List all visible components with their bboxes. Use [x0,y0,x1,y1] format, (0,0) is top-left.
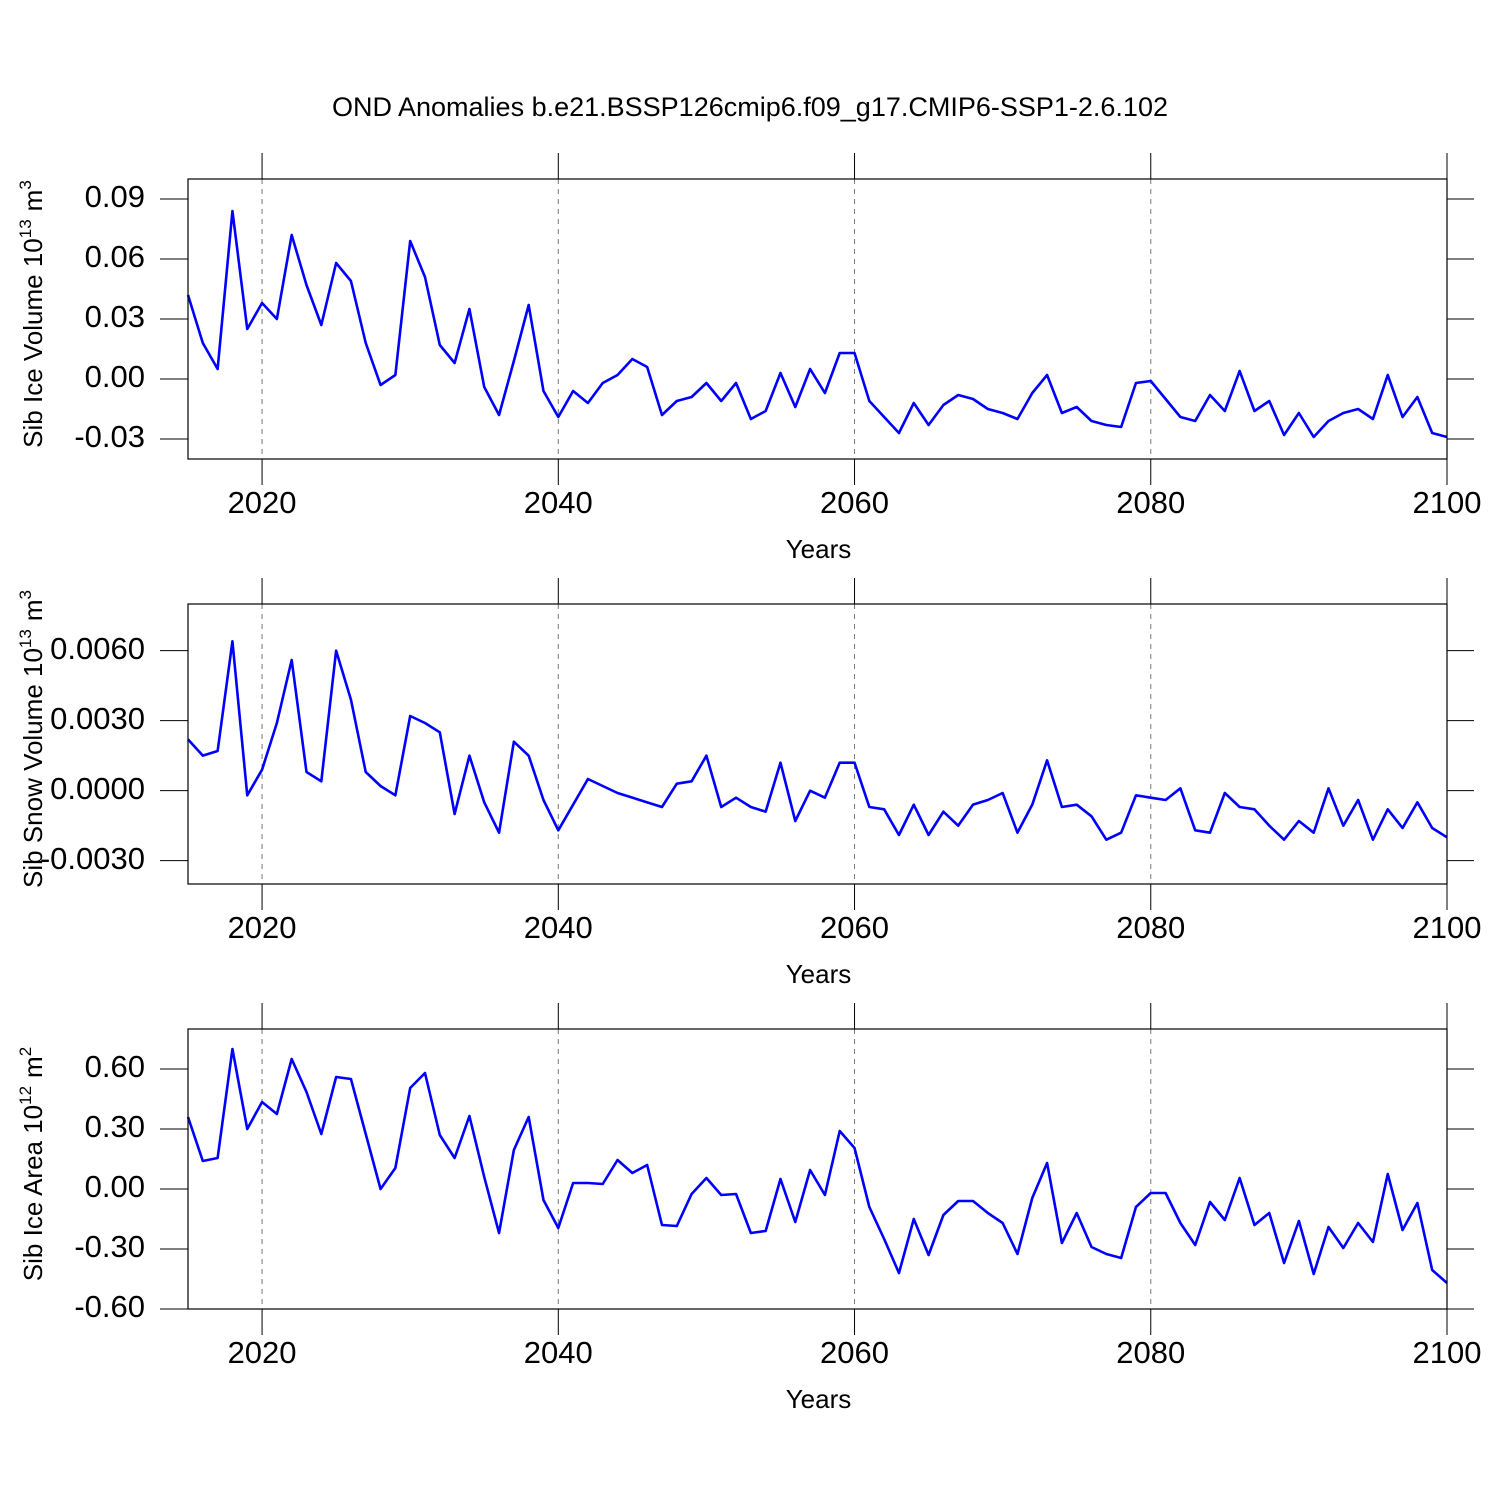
y-axis-title-text: Sib Ice Area 10 [18,1105,48,1281]
y-tick-label: 0.0030 [50,701,145,736]
plot-frame [187,603,1448,885]
x-tick-label: 2100 [1413,485,1482,520]
x-tick-label: 2040 [524,485,593,520]
x-axis-title: Years [786,1384,852,1414]
data-line [186,209,1448,439]
y-axis-title-power: 13 [16,629,35,648]
y-axis-title-unit: m [18,190,48,212]
y-tick-label: 0.06 [85,239,145,274]
y-axis-title: Sib Ice Area 1012 m2 [16,1047,48,1281]
y-tick-label: 0.03 [85,299,145,334]
y-tick-label: 0.00 [85,1169,145,1204]
plot-frame [187,1028,1448,1310]
y-axis-title: Sib Ice Volume 1013 m3 [16,180,48,448]
x-tick-label: 2080 [1116,910,1185,945]
x-tick-label: 2040 [524,910,593,945]
x-tick-label: 2020 [228,1335,297,1370]
y-axis-title-unit-power: 3 [16,180,35,189]
y-axis-title-text: Sib Snow Volume 10 [18,648,48,888]
x-tick-label: 2060 [820,485,889,520]
data-line [187,640,1448,841]
data-line [186,1047,1448,1284]
y-tick-label: 0.0060 [50,631,145,666]
y-axis-title-unit-power: 3 [16,590,35,599]
y-tick-label: -0.30 [74,1229,145,1264]
x-tick-label: 2060 [820,1335,889,1370]
y-tick-label: -0.03 [74,419,145,454]
x-tick-label: 2040 [524,1335,593,1370]
x-tick-label: 2100 [1413,1335,1482,1370]
y-axis-title-unit: m [18,1056,48,1078]
y-tick-label: 0.00 [85,359,145,394]
y-tick-label: -0.0030 [40,841,145,876]
y-tick-label: 0.0000 [50,771,145,806]
chart-title: OND Anomalies b.e21.BSSP126cmip6.f09_g17… [332,92,1168,122]
y-axis-title-unit-power: 2 [16,1047,35,1056]
x-tick-label: 2020 [228,485,297,520]
y-axis-title-unit: m [18,599,48,621]
y-tick-label: 0.60 [85,1049,145,1084]
y-tick-label: 0.30 [85,1109,145,1144]
x-tick-label: 2100 [1413,910,1482,945]
plot-frame [187,178,1448,460]
y-tick-label: 0.09 [85,179,145,214]
y-axis-title-text: Sib Ice Volume 10 [18,238,48,448]
x-tick-label: 2060 [820,910,889,945]
x-tick-label: 2080 [1116,485,1185,520]
x-tick-label: 2080 [1116,1335,1185,1370]
y-tick-label: -0.60 [74,1289,145,1324]
x-tick-label: 2020 [228,910,297,945]
y-axis-title-power: 13 [16,219,35,238]
y-axis-title: Sib Snow Volume 1013 m3 [16,590,48,888]
x-axis-title: Years [786,959,852,989]
y-axis-title-power: 12 [16,1086,35,1105]
x-axis-title: Years [786,534,852,564]
